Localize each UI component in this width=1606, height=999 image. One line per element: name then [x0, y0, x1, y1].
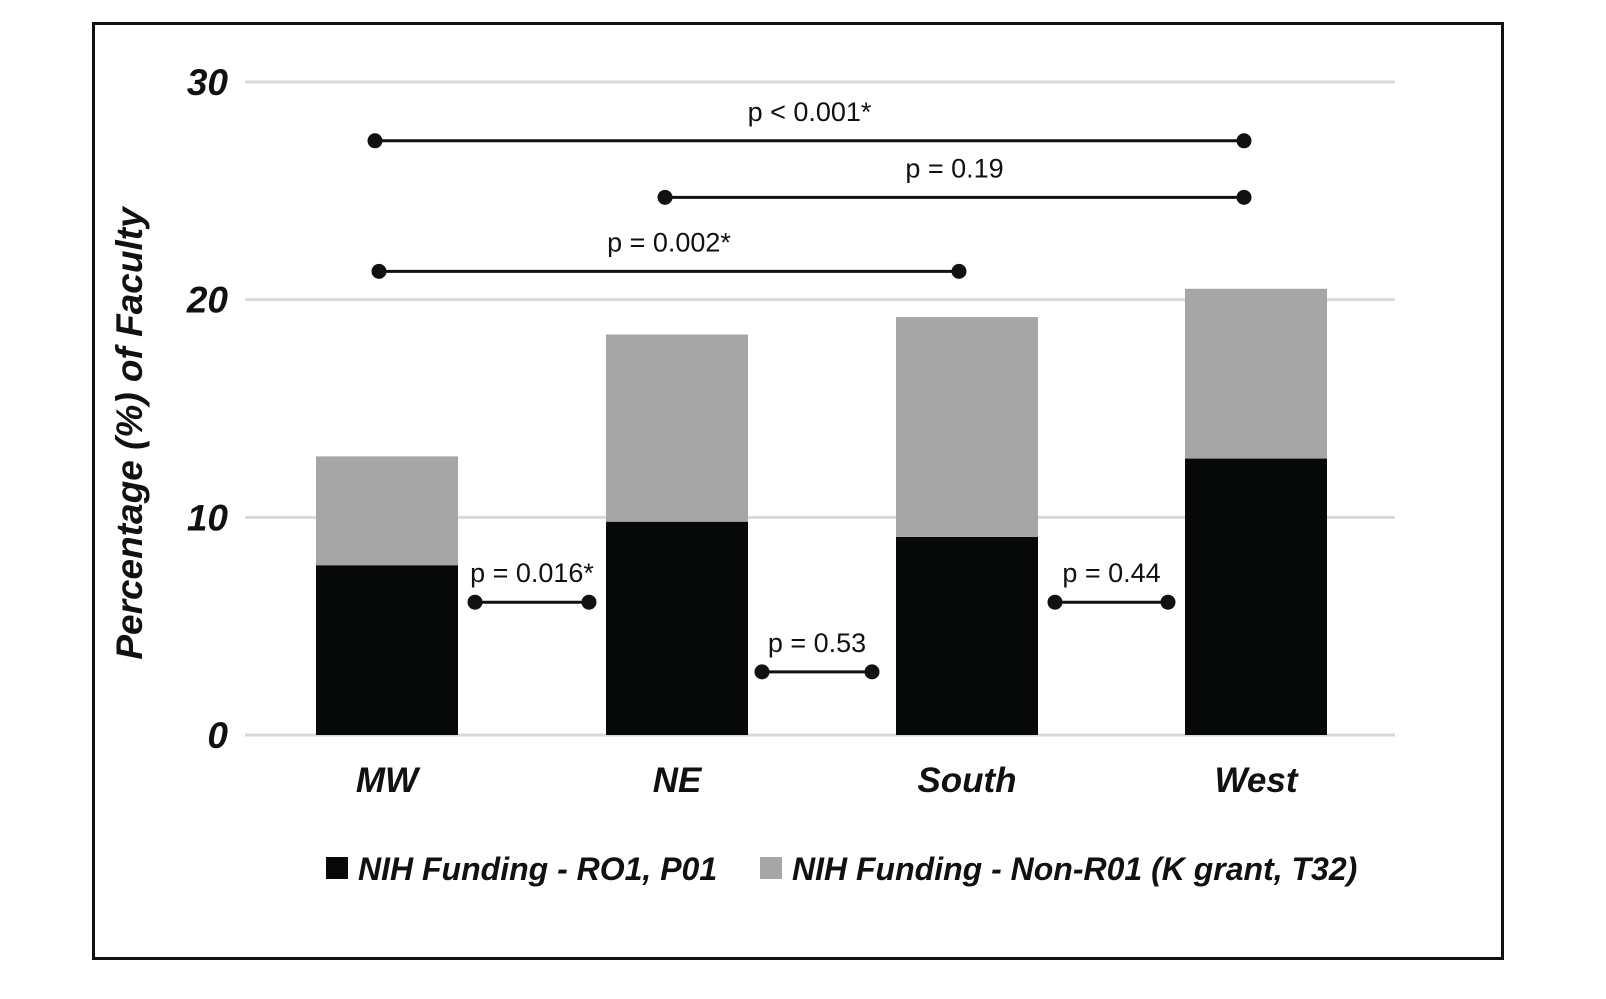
legend: NIH Funding - RO1, P01 NIH Funding - Non-…	[326, 851, 1357, 887]
y-tick-label: 0	[207, 715, 228, 756]
bar-mw-series-2	[316, 456, 458, 566]
y-tick-label: 30	[187, 62, 229, 103]
significance-annotations: p < 0.001* p = 0.19 p = 0.002* p = 0.016* p …	[367, 97, 1252, 680]
significance-bracket: p = 0.44	[1047, 558, 1176, 610]
bracket-endpoint	[864, 664, 880, 680]
significance-bracket: p = 0.002*	[371, 227, 967, 279]
bar-south-series-2	[896, 317, 1038, 537]
bracket-endpoint	[657, 189, 673, 205]
p-value-label: p < 0.001*	[748, 97, 872, 127]
bar-ne-series-1	[606, 521, 748, 735]
bar-ne-series-2	[606, 334, 748, 522]
x-axis-categories: MW NE South West	[356, 761, 1299, 800]
bracket-endpoint	[1160, 594, 1176, 610]
figure-border	[92, 22, 1504, 960]
bar-mw-series-1	[316, 565, 458, 735]
p-value-label: p = 0.002*	[607, 227, 731, 257]
bracket-endpoint	[367, 133, 383, 149]
bracket-endpoint	[467, 594, 483, 610]
significance-bracket: p = 0.19	[657, 153, 1252, 205]
legend-item: NIH Funding - RO1, P01	[326, 851, 717, 887]
bracket-endpoint	[754, 664, 770, 680]
significance-bracket: p < 0.001*	[367, 97, 1252, 149]
p-value-label: p = 0.19	[905, 153, 1003, 183]
bracket-endpoint	[371, 263, 387, 279]
bracket-endpoint	[1047, 594, 1063, 610]
significance-bracket: p = 0.016*	[467, 558, 597, 610]
x-category-label: South	[917, 761, 1016, 800]
legend-label: NIH Funding - Non-R01 (K grant, T32)	[792, 851, 1357, 887]
x-category-label: MW	[356, 761, 421, 800]
p-value-label: p = 0.44	[1062, 558, 1160, 588]
significance-bracket: p = 0.53	[754, 628, 880, 680]
bar-south-series-1	[896, 536, 1038, 735]
y-axis-label: Percentage (%) of Faculty	[109, 205, 150, 660]
x-category-label: NE	[653, 761, 703, 800]
bar-west-series-2	[1185, 288, 1327, 459]
bar-west-series-1	[1185, 458, 1327, 735]
y-tick-label: 20	[186, 280, 229, 321]
legend-swatch	[760, 857, 782, 879]
x-category-label: West	[1215, 761, 1299, 800]
bracket-endpoint	[1236, 189, 1252, 205]
p-value-label: p = 0.53	[768, 628, 866, 658]
bracket-endpoint	[581, 594, 597, 610]
bracket-endpoint	[1236, 133, 1252, 149]
y-tick-label: 10	[187, 497, 229, 538]
bracket-endpoint	[951, 263, 967, 279]
p-value-label: p = 0.016*	[470, 558, 594, 588]
y-axis-ticks: 0 10 20 30	[186, 62, 229, 756]
bars	[316, 288, 1327, 735]
legend-item: NIH Funding - Non-R01 (K grant, T32)	[760, 851, 1357, 887]
legend-swatch	[326, 857, 348, 879]
legend-label: NIH Funding - RO1, P01	[358, 851, 717, 887]
